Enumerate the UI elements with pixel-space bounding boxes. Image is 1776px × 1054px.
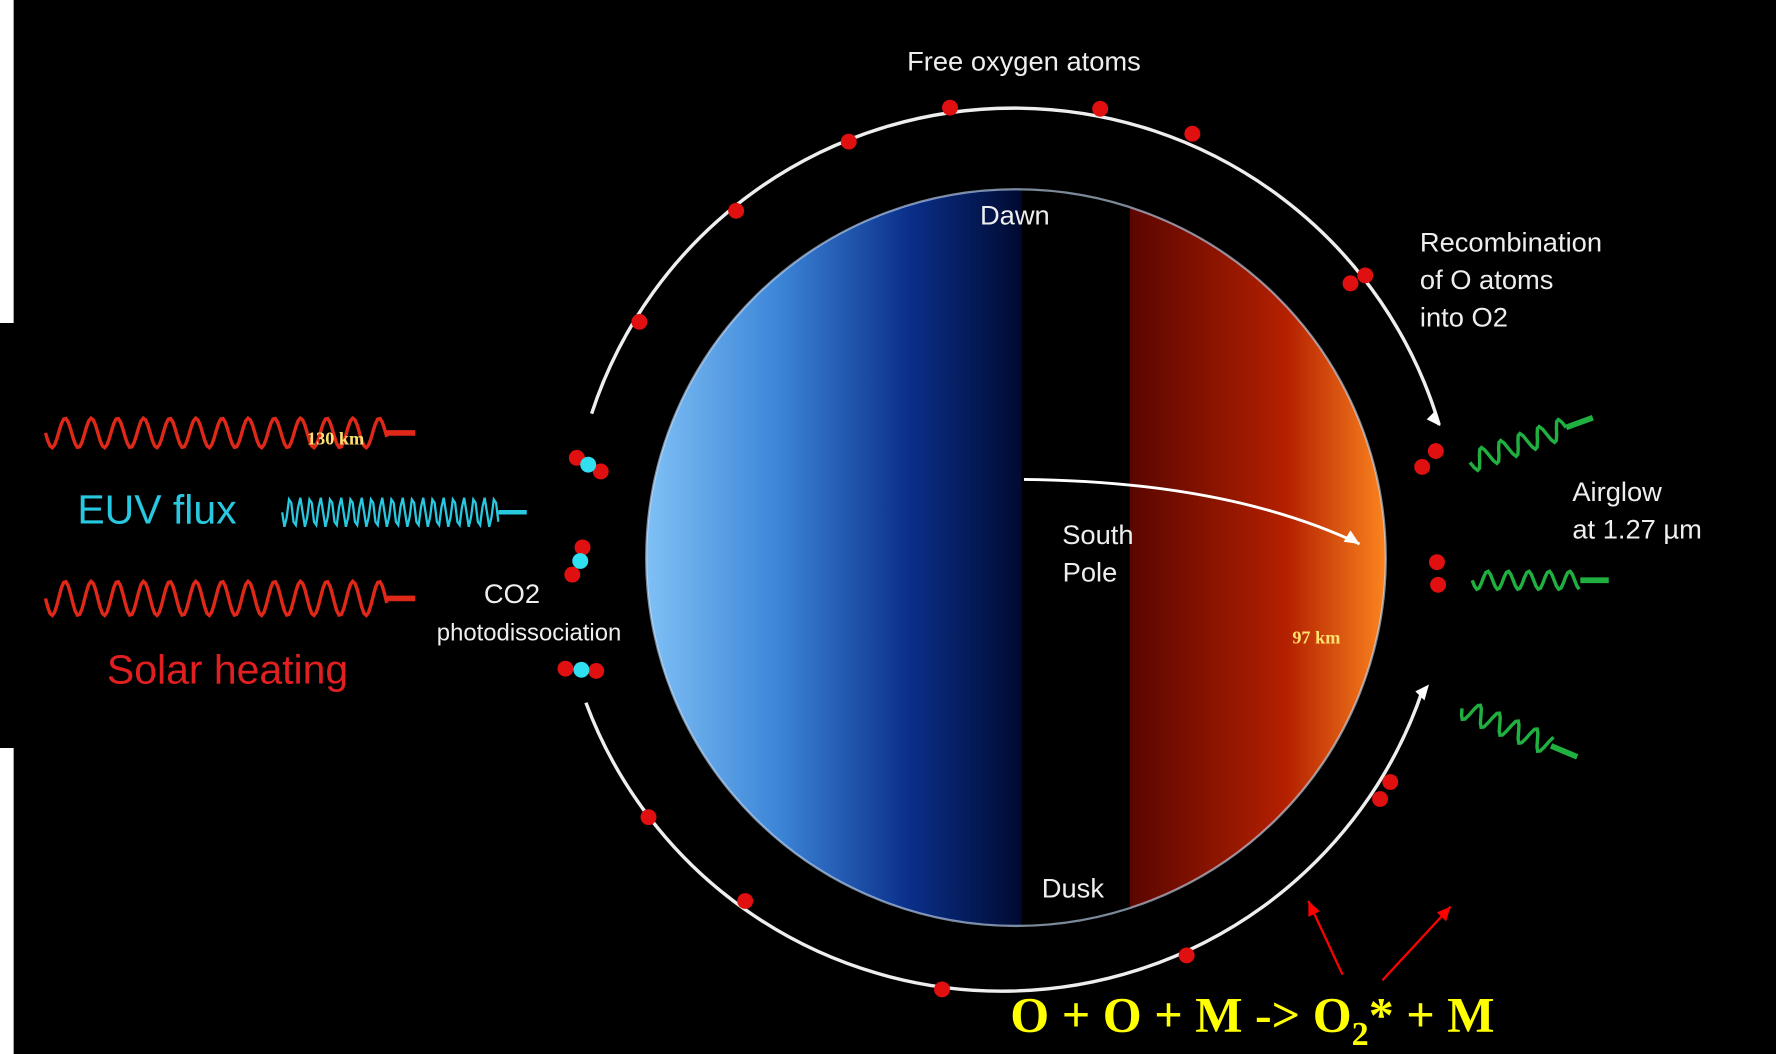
altitude-label: 97 km (1292, 628, 1340, 648)
oxygen-atom (640, 809, 657, 826)
wave (1468, 417, 1568, 473)
wave-arrow (1549, 743, 1579, 760)
wave (1459, 703, 1555, 754)
label: Solar heating (107, 646, 348, 692)
oxygen-atom (588, 663, 605, 679)
oxygen-atom (1414, 459, 1431, 475)
oxygen-atom (1092, 100, 1109, 117)
oxygen-atom (1372, 791, 1389, 807)
label: Recombination (1420, 227, 1602, 258)
oxygen-atom (1178, 947, 1195, 964)
carbon-atom (573, 661, 590, 678)
panel-tab (0, 323, 23, 748)
wave (281, 496, 500, 529)
label: into O2 (1420, 301, 1508, 332)
equation-tail: * + M (1369, 986, 1495, 1042)
equation: O + O + M -> O2* + M (1010, 986, 1494, 1052)
orbit-arc (589, 106, 1441, 426)
oxygen-atom (1357, 267, 1374, 284)
oxygen-atom (1427, 443, 1444, 459)
oxygen-atom (557, 660, 574, 677)
oxygen-atom (934, 981, 951, 998)
carbon-atom (572, 553, 589, 569)
equation-main: O + O + M -> O (1010, 986, 1351, 1042)
altitude-label: 130 km (307, 428, 364, 448)
label: photodissociation (437, 619, 621, 646)
equation-subscript: 2 (1352, 1016, 1369, 1053)
waves (43, 415, 1609, 760)
oxygen-atom (1382, 774, 1399, 790)
wave-arrow (1565, 415, 1594, 431)
label: Airglow (1572, 476, 1662, 507)
oxygen-atom (1430, 576, 1447, 593)
carbon-atom (580, 456, 597, 473)
oxygen-atom (574, 539, 591, 556)
oxygen-atom (1428, 554, 1445, 571)
oxygen-atom (737, 893, 754, 909)
wave (43, 578, 389, 618)
label: EUV flux (77, 487, 236, 533)
label: CO2 (484, 578, 540, 609)
label: Dusk (1042, 873, 1105, 904)
label: at 1.27 µm (1572, 513, 1702, 544)
wave (43, 415, 389, 450)
oxygen-atom (728, 202, 745, 219)
label: Pole (1063, 556, 1118, 587)
oxygen-atom (1184, 125, 1201, 142)
oxygen-atom (564, 566, 581, 583)
oxygen-atoms (557, 99, 1447, 998)
label: South (1062, 519, 1133, 550)
label: of O atoms (1420, 264, 1554, 295)
oxygen-atom (592, 463, 609, 480)
oxygen-atom (840, 133, 857, 150)
oxygen-atom (1342, 275, 1359, 292)
oxygen-atom (631, 313, 648, 330)
label: Free oxygen atoms (907, 45, 1141, 76)
orbit-arc (584, 690, 1424, 993)
oxygen-atom (942, 99, 958, 116)
arrow (1023, 477, 1361, 546)
wave (1470, 569, 1581, 592)
label: Dawn (980, 199, 1050, 230)
